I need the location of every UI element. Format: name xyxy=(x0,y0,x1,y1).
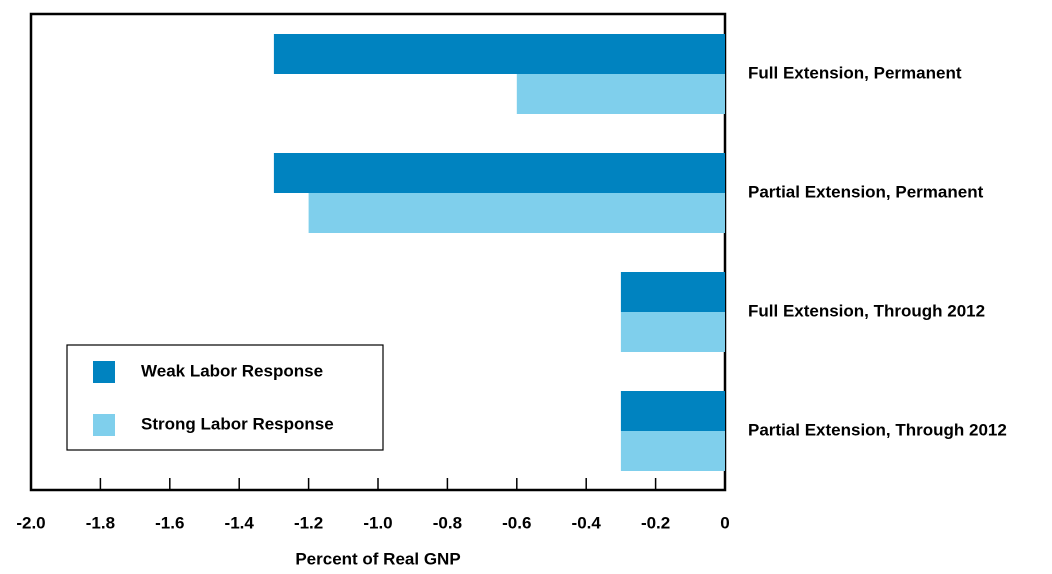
x-tick-label: -1.2 xyxy=(294,513,323,532)
bar xyxy=(620,431,725,471)
bar xyxy=(620,391,725,431)
x-tick-label: -0.4 xyxy=(572,513,602,532)
x-tick-label: -2.0 xyxy=(16,513,45,532)
category-label: Partial Extension, Permanent xyxy=(748,182,984,201)
legend-label: Weak Labor Response xyxy=(141,361,323,380)
x-tick-label: 0 xyxy=(720,513,729,532)
legend-swatch xyxy=(93,414,115,436)
legend-box xyxy=(66,344,384,451)
category-label: Full Extension, Through 2012 xyxy=(748,301,985,320)
legend-label: Strong Labor Response xyxy=(141,414,334,433)
bar xyxy=(620,272,725,312)
bar xyxy=(273,34,725,74)
bar xyxy=(273,153,725,193)
x-tick-label: -0.6 xyxy=(502,513,531,532)
bar xyxy=(308,193,725,233)
x-tick-label: -1.0 xyxy=(363,513,392,532)
x-axis-label: Percent of Real GNP xyxy=(295,549,460,568)
x-tick-label: -0.8 xyxy=(433,513,462,532)
x-tick-label: -1.4 xyxy=(225,513,255,532)
x-tick-label: -1.8 xyxy=(86,513,115,532)
legend-swatch xyxy=(93,361,115,383)
bar xyxy=(620,312,725,352)
bar xyxy=(516,74,725,114)
x-tick-label: -1.6 xyxy=(155,513,184,532)
category-label: Partial Extension, Through 2012 xyxy=(748,420,1007,439)
x-tick-label: -0.2 xyxy=(641,513,670,532)
category-label: Full Extension, Permanent xyxy=(748,63,962,82)
